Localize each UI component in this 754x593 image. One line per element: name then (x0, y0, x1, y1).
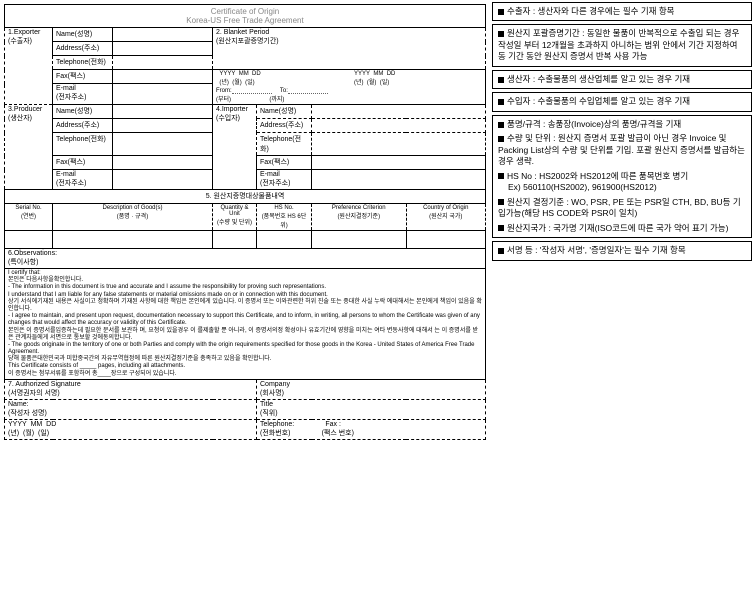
certificate-form: Certificate of Origin Korea-US Free Trad… (0, 0, 490, 444)
bullet-icon (498, 136, 504, 142)
col-coo: Country of Origin(원산지 국가) (406, 204, 485, 231)
signer-title-field: Title(직위) (257, 399, 486, 419)
bullet-icon (498, 122, 504, 128)
importer-name-label: Name(성명) (257, 105, 312, 119)
importer-fax-label: Fax(팩스) (257, 156, 312, 170)
exporter-fax-label: Fax(팩스) (53, 70, 113, 84)
producer-name-label: Name(성명) (53, 105, 113, 119)
importer-email-value[interactable] (312, 170, 486, 190)
section1-label: 1.Exporter (수출자) (5, 28, 53, 105)
producer-tel-label: Telephone(전화) (53, 133, 113, 156)
producer-tel-value[interactable] (113, 133, 213, 156)
col-serial: Serial No.(연번) (5, 204, 53, 231)
exporter-address-value[interactable] (113, 42, 213, 56)
section6-header: 6.Observations:(특이사항) (5, 249, 486, 269)
bullet-icon (498, 99, 504, 105)
exporter-tel-label: Telephone(전화) (53, 56, 113, 70)
exporter-name-value[interactable] (113, 28, 213, 42)
blanket-period: 2. Blanket Period(원산지포괄증명기간) (213, 28, 486, 70)
producer-name-value[interactable] (113, 105, 213, 119)
importer-name-value[interactable] (312, 105, 486, 119)
section7-header: 7. Authorized Signature(서명권자의 서명) (5, 379, 257, 399)
observations-text: I certify that: 본인은 다음사항을확인합니다. - The in… (5, 269, 486, 380)
blanket-label: 2. Blanket Period(원산지포괄증명기간) (216, 29, 482, 46)
producer-address-value[interactable] (113, 119, 213, 133)
goods-row[interactable] (5, 231, 486, 249)
signer-name-field: Name:(작성자 성명) (5, 399, 257, 419)
tel-fax-field: Telephone: Fax : (전화번호) (팩스 번호) (257, 419, 486, 439)
producer-fax-label: Fax(팩스) (53, 156, 113, 170)
note-producer: 생산자 : 수출물품의 생산업체를 알고 있는 경우 기재 (492, 70, 752, 89)
bullet-icon (498, 77, 504, 83)
bullet-icon (498, 199, 504, 205)
importer-address-value[interactable] (312, 119, 486, 133)
bullet-icon (498, 225, 504, 231)
bullet-icon (498, 248, 504, 254)
exporter-email-value[interactable] (113, 84, 213, 105)
producer-address-label: Address(주소) (53, 119, 113, 133)
section3-label: 3.Producer(생산자) (5, 105, 53, 190)
col-pref: Preference Criterion(원산지결정기준) (312, 204, 407, 231)
note-exporter: 수출자 : 생산자와 다른 경우에는 필수 기재 항목 (492, 2, 752, 21)
blanket-dates: YYYY MM DD YYYY MM DD (년) (월) (일) (년) (월… (213, 70, 486, 105)
col-hs: HS No.(품목번호 HS 6단위) (257, 204, 312, 231)
note-blanket: 원산지 포괄증명기간 : 동일한 물품이 반복적으로 수출입 되는 경우 작성일… (492, 24, 752, 66)
producer-email-value[interactable] (113, 170, 213, 190)
section4-label: 4.Importer(수입자) (213, 105, 257, 190)
title-line1: Certificate of Origin (211, 7, 279, 16)
section5-header: 5. 원산지증명대상물품내역 (5, 190, 486, 204)
note-signature: 서명 등 : '작성자 서명', '증명일자'는 필수 기재 항목 (492, 241, 752, 260)
exporter-tel-value[interactable] (113, 56, 213, 70)
importer-tel-value[interactable] (312, 133, 486, 156)
date-field: YYYY MM DD (년) (월) (일) (5, 419, 257, 439)
importer-tel-label: Telephone(전화) (257, 133, 312, 156)
producer-email-label: E-mail(전자주소) (53, 170, 113, 190)
col-qty: Quantity & Unit(수량 및 단위) (213, 204, 257, 231)
importer-address-label: Address(주소) (257, 119, 312, 133)
page-container: Certificate of Origin Korea-US Free Trad… (0, 0, 754, 444)
company-field: Company(회사명) (257, 379, 486, 399)
importer-fax-value[interactable] (312, 156, 486, 170)
form-title: Certificate of Origin Korea-US Free Trad… (5, 5, 486, 28)
exporter-address-label: Address(주소) (53, 42, 113, 56)
exporter-fax-value[interactable] (113, 70, 213, 84)
exporter-email-label: E-mail(전자주소) (53, 84, 113, 105)
bullet-icon (498, 173, 504, 179)
exporter-name-label: Name(성명) (53, 28, 113, 42)
bullet-icon (498, 9, 504, 15)
cert-table: Certificate of Origin Korea-US Free Trad… (4, 4, 486, 440)
importer-email-label: E-mail(전자주소) (257, 170, 312, 190)
producer-fax-value[interactable] (113, 156, 213, 170)
note-importer: 수입자 : 수출물품의 수입업체를 알고 있는 경우 기재 (492, 92, 752, 111)
note-goods: 품명/규격 : 송품장(Invoice)상의 품명/규격을 기재 수량 및 단위… (492, 115, 752, 238)
notes-column: 수출자 : 생산자와 다른 경우에는 필수 기재 항목 원산지 포괄증명기간 :… (490, 0, 754, 444)
title-line2: Korea-US Free Trade Agreement (186, 16, 303, 25)
col-desc: Description of Good(s)(품명 · 규격) (53, 204, 213, 231)
bullet-icon (498, 31, 504, 37)
